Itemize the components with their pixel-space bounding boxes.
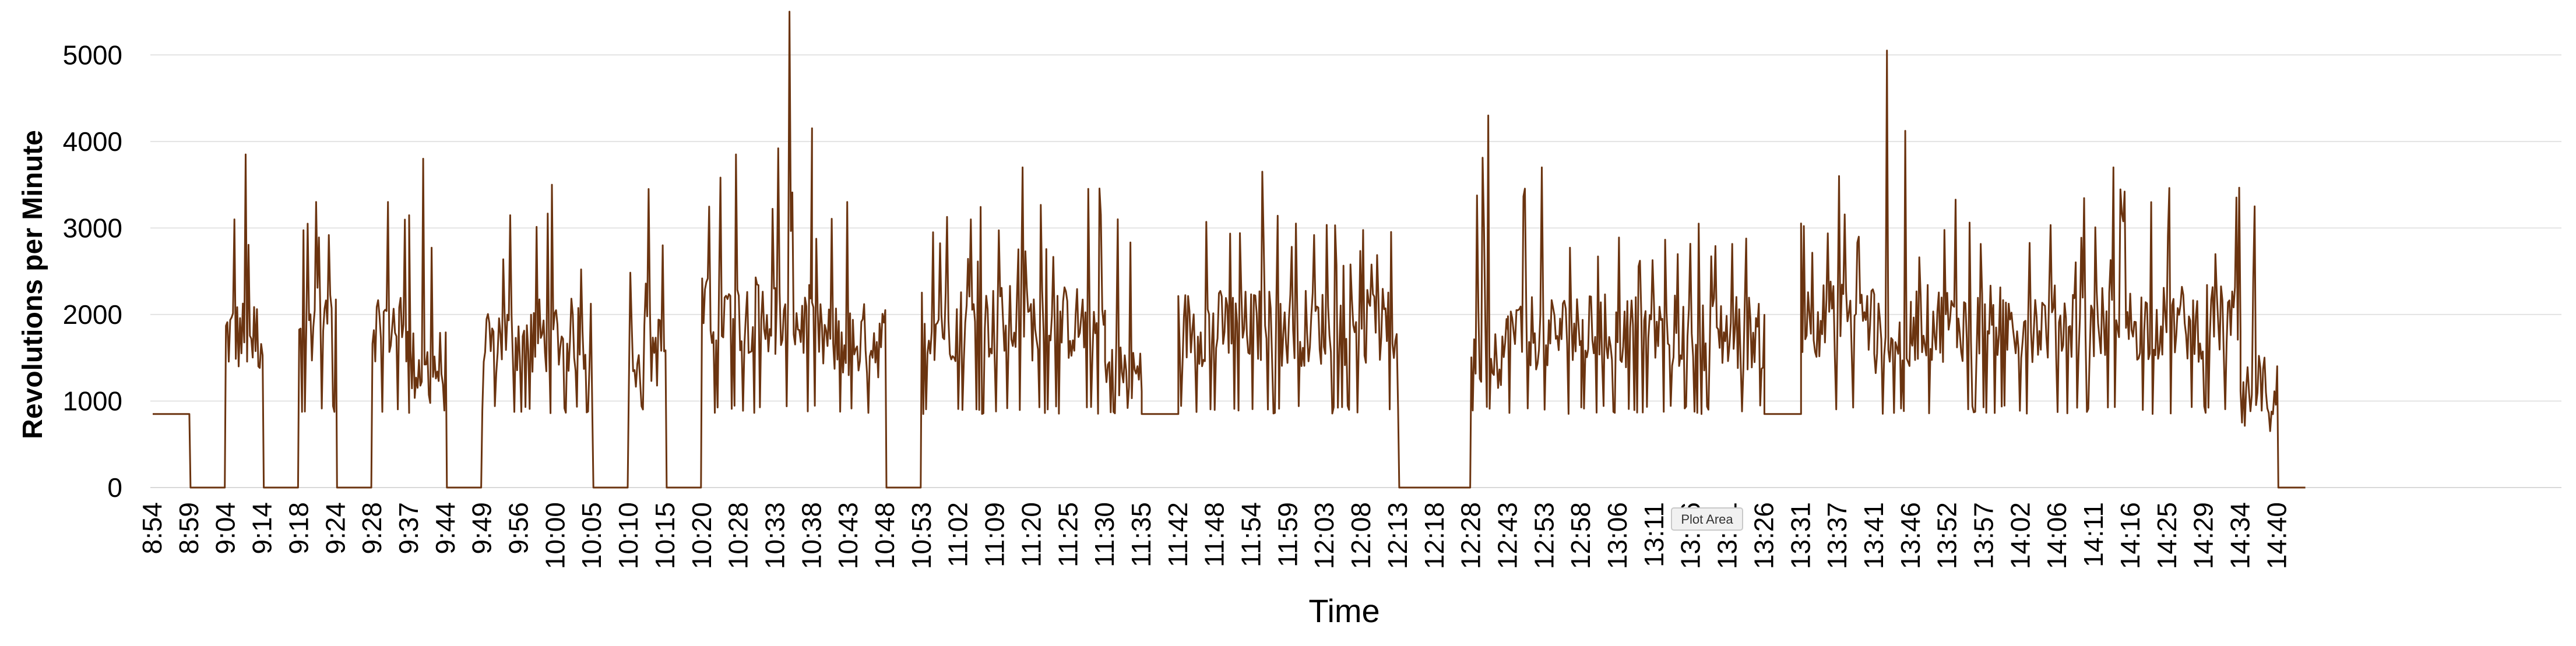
x-tick-label: 9:37 [393,502,424,555]
x-tick-label: 12:18 [1419,502,1449,569]
x-tick-label: 12:43 [1492,502,1522,569]
x-tick-label: 11:09 [980,502,1010,567]
x-tick-label: 10:28 [723,502,754,569]
x-tick-label: 13:11 [1639,502,1669,567]
y-axis-title: Revolutions per Minute [17,130,48,439]
rpm-series-line [153,10,2306,489]
x-tick-label: 14:40 [2261,502,2292,569]
x-tick-label: 13:06 [1602,502,1632,569]
x-tick-label: 11:42 [1163,502,1193,567]
x-tick-label: 9:04 [210,502,241,555]
x-tick-label: 10:33 [759,502,790,569]
y-tick-label: 2000 [63,299,122,330]
plot-area-tooltip: Plot Area [1671,507,1743,531]
x-tick-label: 14:16 [2115,502,2145,569]
x-tick-label: 14:06 [2042,502,2072,569]
x-tick-label: 8:59 [174,502,204,555]
x-tick-label: 12:03 [1309,502,1339,569]
x-tick-label: 10:10 [613,502,643,569]
x-tick-label: 10:05 [576,502,607,569]
x-tick-label: 11:02 [943,502,973,567]
x-tick-label: 12:53 [1529,502,1559,569]
x-tick-label: 9:18 [283,502,314,555]
x-tick-label: 10:48 [870,502,900,569]
y-tick-label: 1000 [63,386,122,416]
x-tick-label: 13:57 [1969,502,1999,569]
x-tick-label: 9:24 [320,502,350,555]
x-axis-tick-labels: 8:54 8:59 9:04 9:14 9:18 9:24 9:28 9:37 9:44 9:49… [137,502,2292,569]
y-tick-label: 0 [107,472,122,503]
x-tick-label: 13:37 [1822,502,1852,569]
x-tick-label: 10:53 [906,502,937,569]
x-tick-label: 11:30 [1089,502,1120,567]
x-tick-label: 10:15 [650,502,680,569]
x-tick-label: 11:59 [1272,502,1303,567]
x-tick-label: 12:58 [1565,502,1596,569]
x-tick-label: 11:48 [1199,502,1230,567]
x-tick-label: 11:25 [1053,502,1083,567]
x-tick-label: 9:28 [357,502,387,555]
tooltip-text: Plot Area [1681,512,1733,527]
tooltip-box [1671,507,1743,531]
x-tick-label: 9:44 [430,502,460,555]
x-tick-label: 13:41 [1859,502,1889,569]
x-tick-label: 12:13 [1382,502,1413,569]
x-tick-label: 11:54 [1236,502,1266,567]
x-tick-label: 14:11 [2078,502,2109,567]
x-tick-label: 14:02 [2005,502,2035,569]
x-tick-label: 13:26 [1748,502,1779,569]
x-tick-label: 12:08 [1346,502,1376,569]
y-tick-label: 5000 [63,40,122,70]
x-tick-label: 13:46 [1895,502,1926,569]
x-tick-label: 9:56 [504,502,534,555]
x-tick-label: 13:52 [1932,502,1962,569]
x-tick-label: 14:34 [2225,502,2255,569]
x-tick-label: 12:28 [1456,502,1486,569]
y-axis-tick-labels: 0 1000 2000 3000 4000 5000 [63,40,122,503]
x-tick-label: 10:00 [540,502,570,569]
x-tick-label: 11:35 [1126,502,1156,567]
x-axis-title: Time [1308,592,1380,629]
x-tick-label: 14:25 [2152,502,2182,569]
x-tick-label: 10:20 [687,502,717,569]
x-tick-label: 10:38 [796,502,826,569]
x-tick-label: 13:31 [1785,502,1815,569]
y-tick-label: 3000 [63,213,122,243]
y-tick-label: 4000 [63,126,122,157]
x-tick-label: 10:43 [833,502,863,569]
x-tick-label: 8:54 [137,502,167,555]
x-tick-label: 9:14 [247,502,277,555]
x-tick-label: 9:49 [467,502,497,555]
x-tick-label: 14:29 [2188,502,2219,569]
x-tick-label: 11:20 [1016,502,1046,567]
